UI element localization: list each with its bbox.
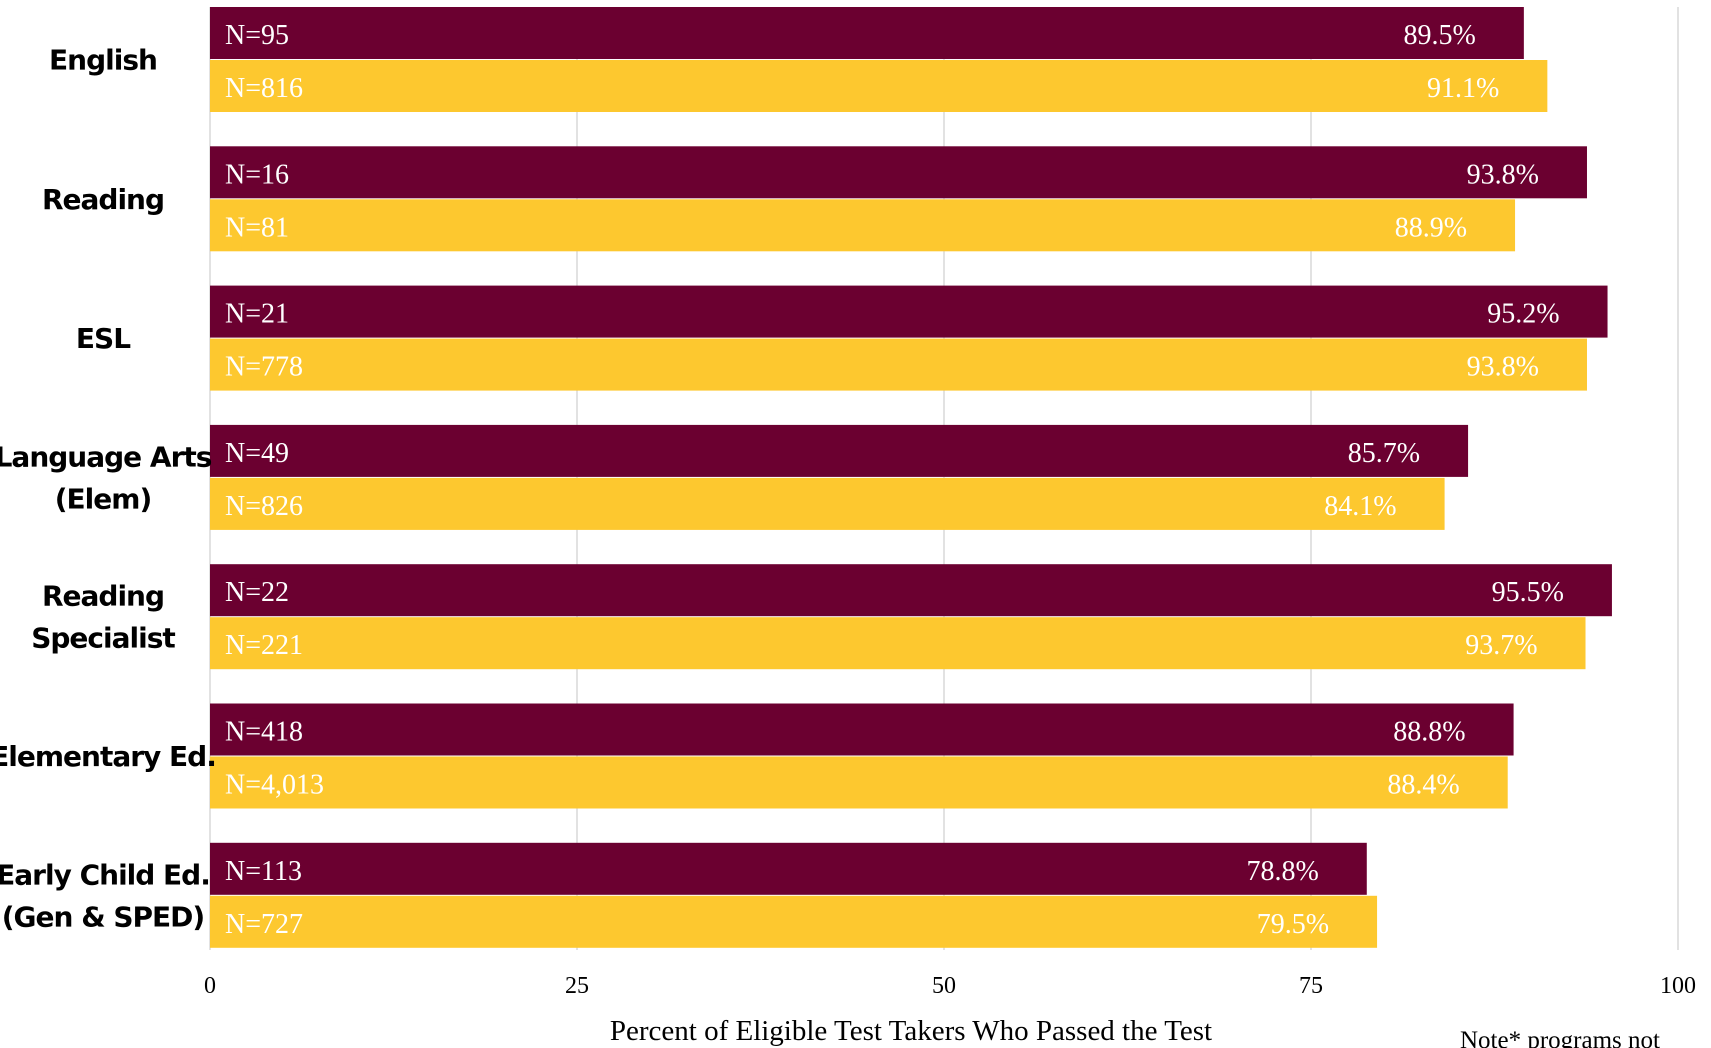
x-tick-label: 50 [932, 973, 956, 999]
bar [210, 895, 1378, 948]
value-label: 95.2% [1487, 299, 1559, 330]
bar [210, 617, 1586, 670]
value-label: 78.8% [1246, 856, 1318, 887]
value-label: 88.4% [1387, 770, 1459, 801]
category-label: (Elem) [55, 482, 151, 515]
value-label: 89.5% [1404, 20, 1476, 51]
x-tick-label: 0 [204, 973, 216, 999]
value-label: 85.7% [1348, 438, 1420, 469]
n-count-label: N=95 [225, 20, 289, 51]
n-count-label: N=22 [225, 577, 289, 608]
n-count-label: N=49 [225, 438, 289, 469]
x-axis-ticks: 0 25 50 75 100 [204, 973, 1696, 999]
n-count-label: N=221 [225, 630, 303, 661]
bar [210, 285, 1608, 338]
bar [210, 564, 1612, 617]
value-label: 88.9% [1395, 212, 1467, 243]
bar [210, 146, 1587, 199]
value-label: 91.1% [1427, 73, 1499, 104]
n-count-label: N=816 [225, 73, 303, 104]
category-label: Elementary Ed. [0, 740, 216, 773]
category-label: Reading [42, 183, 164, 216]
x-axis-title: Percent of Eligible Test Takers Who Pass… [610, 1015, 1212, 1047]
bar-labels: N=95 89.5% N=816 91.1% N=16 93.8% N=81 88.9% N=2… [225, 20, 1564, 940]
value-label: 88.8% [1393, 717, 1465, 748]
bar [210, 477, 1445, 530]
n-count-label: N=418 [225, 717, 303, 748]
bar [210, 338, 1587, 391]
category-label: Language Arts [0, 440, 212, 473]
n-count-label: N=81 [225, 212, 289, 243]
value-label: 93.7% [1465, 630, 1537, 661]
value-label: 79.5% [1257, 909, 1329, 940]
category-label: Early Child Ed. [0, 858, 210, 891]
value-label: 93.8% [1467, 159, 1539, 190]
bar [210, 60, 1548, 112]
footnote: Note* programs not [1460, 1027, 1660, 1048]
x-tick-label: 75 [1299, 973, 1323, 999]
bar [210, 756, 1508, 809]
category-label: Specialist [31, 622, 175, 655]
x-tick-label: 25 [565, 973, 589, 999]
value-label: 84.1% [1324, 491, 1396, 522]
x-tick-label: 100 [1660, 973, 1696, 999]
bars [210, 7, 1612, 948]
n-count-label: N=113 [225, 856, 302, 887]
category-labels: English Reading ESL Language Arts (Elem) Read… [0, 44, 217, 934]
n-count-label: N=21 [225, 299, 289, 330]
bar [210, 842, 1367, 895]
category-label: English [49, 44, 157, 77]
bar [210, 703, 1514, 756]
bar [210, 199, 1516, 252]
value-label: 93.8% [1467, 352, 1539, 383]
value-label: 95.5% [1492, 577, 1564, 608]
n-count-label: N=16 [225, 159, 289, 190]
bar [210, 7, 1524, 59]
category-label: Reading [42, 580, 164, 613]
n-count-label: N=778 [225, 352, 303, 383]
n-count-label: N=727 [225, 909, 303, 940]
bar [210, 424, 1469, 477]
category-label: (Gen & SPED) [2, 900, 204, 933]
n-count-label: N=4,013 [225, 770, 324, 801]
category-label: ESL [76, 322, 131, 355]
n-count-label: N=826 [225, 491, 303, 522]
